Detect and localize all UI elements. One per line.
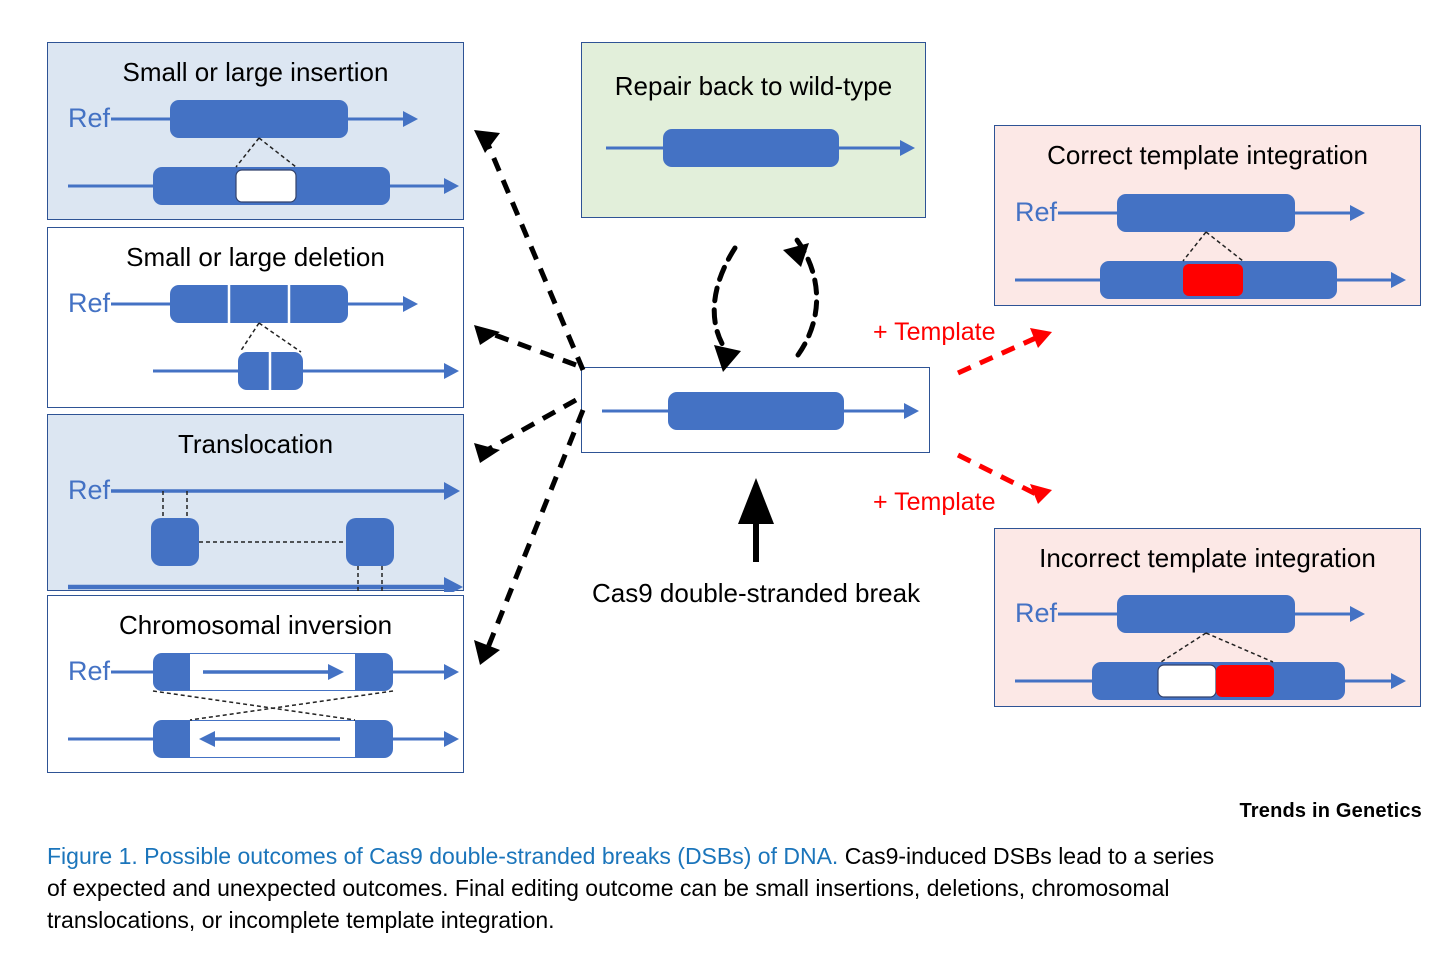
svg-text:Ref: Ref [68,288,111,318]
svg-text:Ref: Ref [68,656,111,686]
svg-text:Ref: Ref [68,103,111,133]
svg-text:Ref: Ref [1015,598,1058,628]
svg-text:Ref: Ref [68,475,111,505]
svg-text:Ref: Ref [1015,197,1058,227]
